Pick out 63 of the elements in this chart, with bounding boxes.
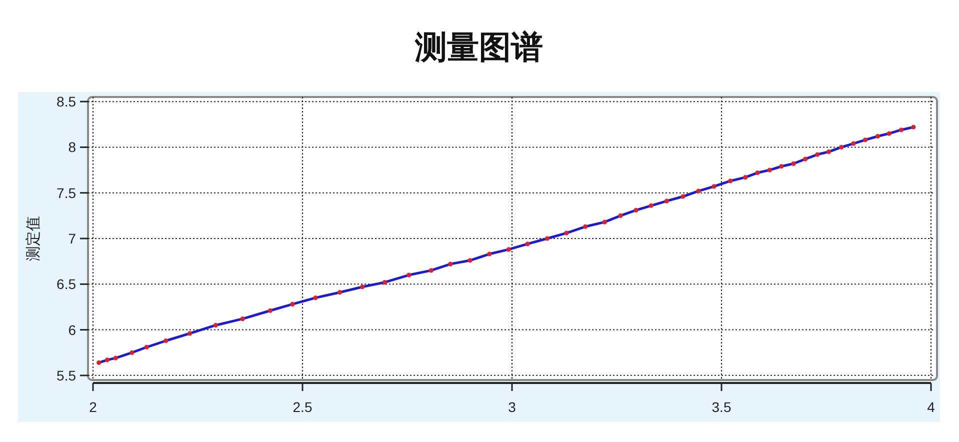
- point: [113, 356, 118, 360]
- y-tick-label: 6: [68, 322, 76, 338]
- point: [213, 322, 218, 328]
- point: [268, 308, 273, 313]
- x-tick-label: 3.5: [712, 399, 732, 415]
- point: [382, 280, 387, 285]
- point: [360, 284, 365, 290]
- y-tick-label: 8: [68, 139, 76, 156]
- point: [290, 302, 295, 307]
- y-tick-label: 7: [68, 230, 76, 246]
- y-tick-label: 7.5: [56, 184, 76, 201]
- point: [851, 141, 856, 146]
- x-tick-label: 4: [927, 399, 936, 415]
- point: [791, 161, 796, 166]
- point: [815, 152, 820, 157]
- x-tick-label: 2.5: [292, 399, 312, 415]
- point: [898, 128, 904, 132]
- point: [448, 262, 453, 266]
- point: [712, 184, 716, 189]
- point: [648, 203, 654, 208]
- point: [696, 188, 701, 194]
- point: [525, 242, 530, 246]
- point: [240, 316, 245, 322]
- point: [839, 144, 844, 150]
- point: [564, 230, 569, 236]
- point: [313, 296, 318, 300]
- point: [755, 170, 760, 176]
- y-axis-title: 测定值: [25, 216, 42, 261]
- point: [337, 290, 342, 295]
- point: [487, 252, 492, 256]
- point: [634, 208, 638, 212]
- point: [767, 168, 772, 172]
- point: [602, 220, 607, 224]
- y-tick-label: 5.5: [56, 367, 76, 384]
- point: [618, 213, 623, 218]
- point: [911, 124, 916, 130]
- y-tick-label: 8.5: [56, 94, 76, 110]
- point: [468, 258, 472, 263]
- point: [728, 178, 733, 184]
- chart-title: 测量图谱: [414, 28, 543, 66]
- point: [104, 358, 110, 362]
- point: [428, 268, 434, 273]
- point: [862, 138, 868, 142]
- x-tick-label: 3: [508, 399, 516, 415]
- point: [664, 198, 669, 204]
- point: [886, 131, 892, 136]
- point: [779, 164, 784, 169]
- point: [96, 360, 102, 365]
- point: [164, 338, 168, 344]
- point: [144, 344, 149, 350]
- point: [826, 149, 832, 154]
- point: [803, 156, 808, 162]
- point: [544, 236, 550, 241]
- point: [743, 175, 748, 180]
- x-tick-label: 2: [89, 399, 98, 415]
- point: [583, 224, 588, 229]
- point: [187, 331, 192, 336]
- y-tick-label: 6.5: [56, 276, 76, 292]
- point: [406, 272, 412, 278]
- point: [130, 350, 134, 355]
- point: [875, 134, 880, 139]
- point: [506, 247, 511, 252]
- point: [680, 194, 686, 199]
